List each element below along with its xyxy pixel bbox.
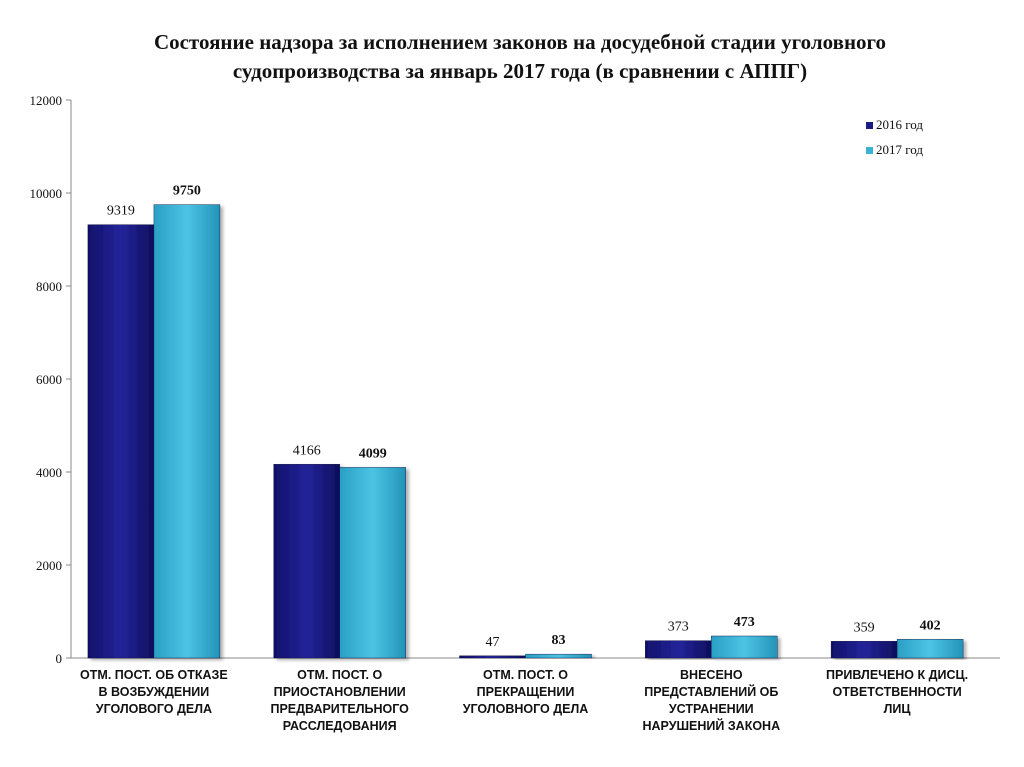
bar-2016-cat-2: [273, 464, 340, 659]
data-label-2016-cat-3: 47: [486, 635, 500, 650]
x-category-label: ЛИЦ: [884, 702, 912, 716]
bar-2017-cat-2: [339, 467, 406, 659]
data-label-2017-cat-5: 402: [920, 618, 941, 633]
legend-label-2017: 2017 год: [876, 142, 923, 157]
y-tick-label: 10000: [30, 186, 63, 201]
data-label-2017-cat-4: 473: [734, 615, 755, 630]
legend-swatch-2017: [866, 147, 873, 154]
x-category-label: ОТМ. ПОСТ. О: [483, 668, 568, 682]
chart-title-line-2: судопроизводства за январь 2017 года (в …: [232, 59, 808, 83]
y-tick-label: 12000: [30, 93, 63, 108]
bar-2016-cat-4: [645, 640, 712, 659]
data-label-2016-cat-5: 359: [854, 620, 875, 635]
y-tick-label: 0: [56, 651, 63, 666]
bar-2017-cat-4: [711, 635, 778, 659]
x-category-label: НАРУШЕНИЙ ЗАКОНА: [642, 718, 780, 733]
y-tick-label: 6000: [36, 372, 62, 387]
data-label-2017-cat-1: 9750: [173, 184, 201, 199]
bar-2017-cat-1: [153, 204, 221, 659]
chart-title: Состояние надзора за исполнением законов…: [60, 28, 980, 86]
legend-label-2016: 2016 год: [876, 117, 923, 132]
data-label-2017-cat-2: 4099: [359, 446, 387, 461]
y-tick-label: 8000: [36, 279, 62, 294]
x-category-label: УГОЛОВНОГО ДЕЛА: [463, 702, 589, 716]
bar-2016-cat-1: [87, 224, 155, 659]
x-category-label: РАССЛЕДОВАНИЯ: [283, 719, 397, 733]
x-category-label: ПРЕДВАРИТЕЛЬНОГО: [270, 702, 409, 716]
bar-2016-cat-5: [830, 641, 898, 659]
bars: [87, 204, 964, 659]
chart-title-line-1: Состояние надзора за исполнением законов…: [153, 30, 887, 54]
x-category-label: ПРИВЛЕЧЕНО К ДИСЦ.: [826, 668, 968, 682]
data-label-2016-cat-2: 4166: [293, 443, 321, 458]
data-label-2017-cat-3: 83: [552, 633, 566, 648]
legend-swatch-2016: [866, 122, 873, 129]
labels: 9319 9750 ОТМ. ПОСТ. ОБ ОТКАЗЕ В ВОЗБУЖДЕНИ…: [80, 184, 968, 733]
bar-2017-cat-5: [896, 639, 964, 659]
x-category-label: ОТМ. ПОСТ. ОБ ОТКАЗЕ: [80, 668, 228, 682]
x-category-label: ПРЕКРАЩЕНИИ: [477, 685, 575, 699]
x-category-label: УСТРАНЕНИИ: [669, 702, 754, 716]
data-label-2016-cat-4: 373: [668, 620, 689, 635]
x-category-label: ПРИОСТАНОВЛЕНИИ: [274, 685, 406, 699]
x-category-label: ОТВЕТСТВЕННОСТИ: [833, 685, 962, 699]
x-category-label: ВНЕСЕНО: [680, 668, 743, 682]
data-label-2016-cat-1: 9319: [107, 204, 135, 219]
bar-2017-cat-3: [525, 653, 592, 659]
x-category-label: УГОЛОВОГО ДЕЛА: [96, 702, 212, 716]
y-tick-label: 2000: [36, 558, 62, 573]
x-category-label: ПРЕДСТАВЛЕНИЙ ОБ: [644, 684, 778, 699]
y-tick-label: 4000: [36, 465, 62, 480]
bar-2016-cat-3: [459, 655, 526, 659]
x-category-label: ОТМ. ПОСТ. О: [297, 668, 382, 682]
x-category-label: В ВОЗБУЖДЕНИИ: [99, 685, 210, 699]
legend: 2016 год 2017 год: [866, 117, 923, 157]
axes: 0 2000 4000 6000 8000 10000 12000: [30, 93, 1000, 666]
